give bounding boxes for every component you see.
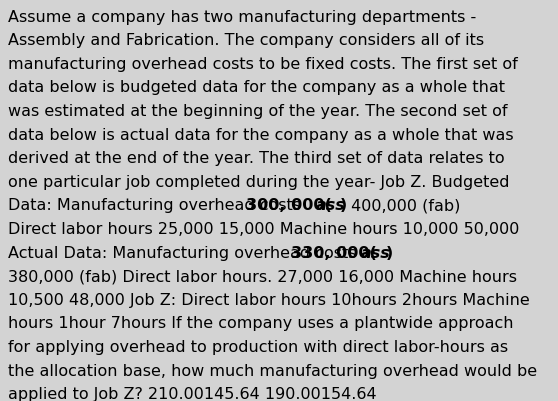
Text: Assembly and Fabrication. The company considers all of its: Assembly and Fabrication. The company co… [8,33,484,48]
Text: Assume a company has two manufacturing departments -: Assume a company has two manufacturing d… [8,10,477,24]
Text: 330, 000(: 330, 000( [291,245,377,261]
Text: the allocation base, how much manufacturing overhead would be: the allocation base, how much manufactur… [8,364,537,379]
Text: 300, 000(: 300, 000( [246,198,332,213]
Text: Data: Manufacturing overhead costs: Data: Manufacturing overhead costs [8,198,301,213]
Text: manufacturing overhead costs to be fixed costs. The first set of: manufacturing overhead costs to be fixed… [8,57,518,72]
Text: 10,500 48,000 Job Z: Direct labor hours 10hours 2hours Machine: 10,500 48,000 Job Z: Direct labor hours … [8,293,530,308]
Text: applied to Job Z? 210.00145.64 190.00154.64: applied to Job Z? 210.00145.64 190.00154… [8,387,377,401]
Text: Direct labor hours 25,000 15,000 Machine hours 10,000 50,000: Direct labor hours 25,000 15,000 Machine… [8,222,519,237]
Text: 400,000 (fab): 400,000 (fab) [346,198,460,213]
Text: Actual Data: Manufacturing overhead costs: Actual Data: Manufacturing overhead cost… [8,245,357,261]
Text: was estimated at the beginning of the year. The second set of: was estimated at the beginning of the ye… [8,104,508,119]
Text: one particular job completed during the year- Job Z. Budgeted: one particular job completed during the … [8,175,509,190]
Text: ass: ass [361,245,391,261]
Text: data below is budgeted data for the company as a whole that: data below is budgeted data for the comp… [8,80,505,95]
Text: 380,000 (fab) Direct labor hours. 27,000 16,000 Machine hours: 380,000 (fab) Direct labor hours. 27,000… [8,269,517,284]
Text: derived at the end of the year. The third set of data relates to: derived at the end of the year. The thir… [8,151,505,166]
Text: data below is actual data for the company as a whole that was: data below is actual data for the compan… [8,128,514,142]
Text: for applying overhead to production with direct labor-hours as: for applying overhead to production with… [8,340,508,355]
Text: ass: ass [316,198,346,213]
Text: ): ) [340,198,348,213]
Text: hours 1hour 7hours If the company uses a plantwide approach: hours 1hour 7hours If the company uses a… [8,316,514,331]
Text: ): ) [386,245,392,261]
